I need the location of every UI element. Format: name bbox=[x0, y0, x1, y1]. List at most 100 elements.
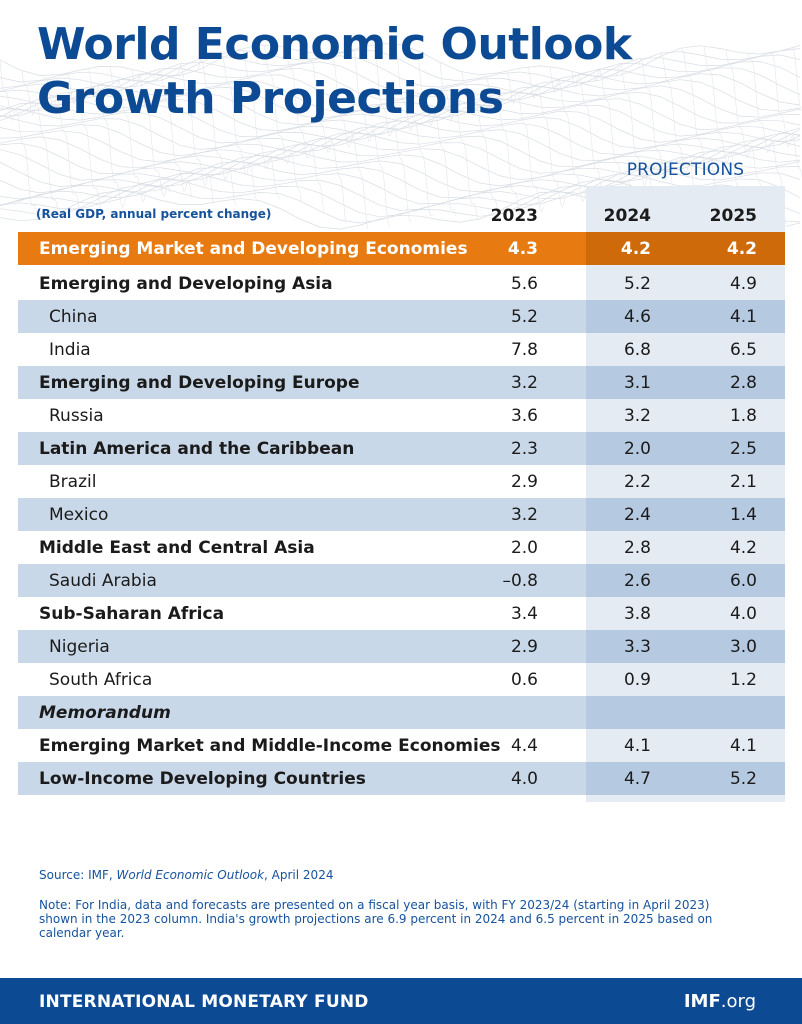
row-label: Low-Income Developing Countries bbox=[39, 769, 366, 789]
mesh-line bbox=[659, 52, 698, 200]
mesh-line bbox=[65, 73, 104, 214]
table-row: Emerging Market and Middle-Income Econom… bbox=[18, 729, 785, 762]
mesh-line bbox=[0, 59, 38, 218]
row-label: Emerging and Developing Asia bbox=[39, 274, 333, 294]
mesh-line bbox=[153, 69, 192, 199]
mesh-line bbox=[263, 44, 302, 202]
value-2024: 3.2 bbox=[623, 406, 651, 426]
growth-table: (Real GDP, annual percent change) 2023 2… bbox=[18, 200, 785, 795]
projection-cell-shade bbox=[586, 630, 785, 663]
highlight-row-label: Emerging Market and Developing Economies bbox=[39, 239, 468, 259]
table-body: Emerging and Developing Asia 5.6 5.2 4.9 Chi… bbox=[18, 267, 785, 795]
value-2023: 0.6 bbox=[510, 670, 538, 690]
highlight-value-2023: 4.3 bbox=[507, 239, 538, 259]
mesh-line bbox=[637, 57, 676, 204]
table-row: Low-Income Developing Countries 4.0 4.7 5.2 bbox=[18, 762, 785, 795]
highlight-row: Emerging Market and Developing Economies… bbox=[18, 232, 785, 265]
mesh-line bbox=[0, 120, 801, 157]
table-row: Nigeria 2.9 3.3 3.0 bbox=[18, 630, 785, 663]
table-row: Saudi Arabia –0.8 2.6 6.0 bbox=[18, 564, 785, 597]
table-row: India 7.8 6.8 6.5 bbox=[18, 333, 785, 366]
value-2024: 2.4 bbox=[623, 505, 651, 525]
projection-cell-shade bbox=[586, 729, 785, 762]
footer-site-link[interactable]: IMF.org bbox=[684, 991, 756, 1012]
mesh-line bbox=[549, 66, 588, 203]
mesh-line bbox=[0, 108, 801, 144]
value-2025: 4.9 bbox=[729, 274, 757, 294]
projections-label: PROJECTIONS bbox=[626, 160, 745, 180]
value-2024: 2.6 bbox=[623, 571, 651, 591]
mesh-line bbox=[461, 71, 500, 223]
value-2024: 2.8 bbox=[623, 538, 651, 558]
mesh-line bbox=[131, 69, 170, 198]
value-2023: 3.6 bbox=[510, 406, 538, 426]
mesh-line bbox=[87, 68, 126, 209]
value-2023: 2.9 bbox=[510, 637, 538, 657]
mesh-line bbox=[0, 167, 801, 206]
mesh-line bbox=[615, 63, 654, 205]
row-label: Middle East and Central Asia bbox=[39, 538, 315, 558]
table-row: Mexico 3.2 2.4 1.4 bbox=[18, 498, 785, 531]
title-line-1: World Economic Outlook bbox=[37, 19, 632, 70]
value-2025: 4.2 bbox=[729, 538, 757, 558]
projection-cell-shade bbox=[586, 696, 785, 729]
row-label: Emerging Market and Middle-Income Econom… bbox=[39, 736, 501, 756]
table-row: Emerging and Developing Europe 3.2 3.1 2.8 bbox=[18, 366, 785, 399]
mesh-line bbox=[505, 71, 544, 213]
row-label: Memorandum bbox=[39, 703, 171, 723]
source-prefix: Source: IMF, bbox=[39, 868, 117, 882]
projection-cell-shade bbox=[586, 564, 785, 597]
projection-cell-shade bbox=[586, 465, 785, 498]
source-publication: World Economic Outlook bbox=[116, 868, 265, 882]
mesh-line bbox=[329, 53, 368, 229]
projection-cell-shade bbox=[586, 663, 785, 696]
mesh-line bbox=[0, 161, 801, 200]
row-label: Brazil bbox=[49, 472, 97, 492]
row-label: Russia bbox=[49, 406, 104, 426]
table-row: Memorandum bbox=[18, 696, 785, 729]
table-row: South Africa 0.6 0.9 1.2 bbox=[18, 663, 785, 696]
projection-cell-shade bbox=[586, 498, 785, 531]
value-2023: 4.0 bbox=[510, 769, 538, 789]
value-2023: 2.9 bbox=[510, 472, 538, 492]
mesh-line bbox=[681, 47, 720, 198]
highlight-value-2025: 4.2 bbox=[726, 239, 757, 259]
value-2023: 7.8 bbox=[510, 340, 538, 360]
mesh-line bbox=[0, 155, 801, 194]
mesh-line bbox=[0, 90, 801, 125]
mesh-line bbox=[175, 63, 214, 205]
value-2024: 3.8 bbox=[623, 604, 651, 624]
mesh-line bbox=[527, 66, 566, 208]
table-row: Latin America and the Caribbean 2.3 2.0 2.5 bbox=[18, 432, 785, 465]
value-2023: 2.3 bbox=[510, 439, 538, 459]
mesh-line bbox=[747, 53, 786, 225]
mesh-line bbox=[0, 126, 801, 163]
row-label: China bbox=[49, 307, 98, 327]
mesh-line bbox=[439, 62, 478, 220]
value-2024: 5.2 bbox=[623, 274, 651, 294]
mesh-line bbox=[703, 45, 742, 203]
value-2025: 2.1 bbox=[729, 472, 757, 492]
table-row: Brazil 2.9 2.2 2.1 bbox=[18, 465, 785, 498]
row-label: Emerging and Developing Europe bbox=[39, 373, 360, 393]
value-2025: 1.2 bbox=[729, 670, 757, 690]
site-bold: IMF bbox=[683, 991, 721, 1012]
row-label: India bbox=[49, 340, 91, 360]
row-label: Latin America and the Caribbean bbox=[39, 439, 355, 459]
value-2023: 3.2 bbox=[510, 373, 538, 393]
value-2025: 5.2 bbox=[729, 769, 757, 789]
value-2024: 3.1 bbox=[623, 373, 651, 393]
mesh-line bbox=[725, 49, 764, 214]
mesh-line bbox=[109, 65, 148, 203]
mesh-line bbox=[43, 75, 82, 219]
projection-cell-shade bbox=[586, 762, 785, 795]
value-2025: 2.8 bbox=[729, 373, 757, 393]
value-2025: 6.0 bbox=[729, 571, 757, 591]
table-row: Middle East and Central Asia 2.0 2.8 4.2 bbox=[18, 531, 785, 564]
column-header-2023: 2023 bbox=[490, 206, 538, 226]
table-row: China 5.2 4.6 4.1 bbox=[18, 300, 785, 333]
value-2023: 3.2 bbox=[510, 505, 538, 525]
value-2024: 6.8 bbox=[623, 340, 651, 360]
footnote: Note: For India, data and forecasts are … bbox=[39, 898, 713, 940]
row-label: Nigeria bbox=[49, 637, 110, 657]
